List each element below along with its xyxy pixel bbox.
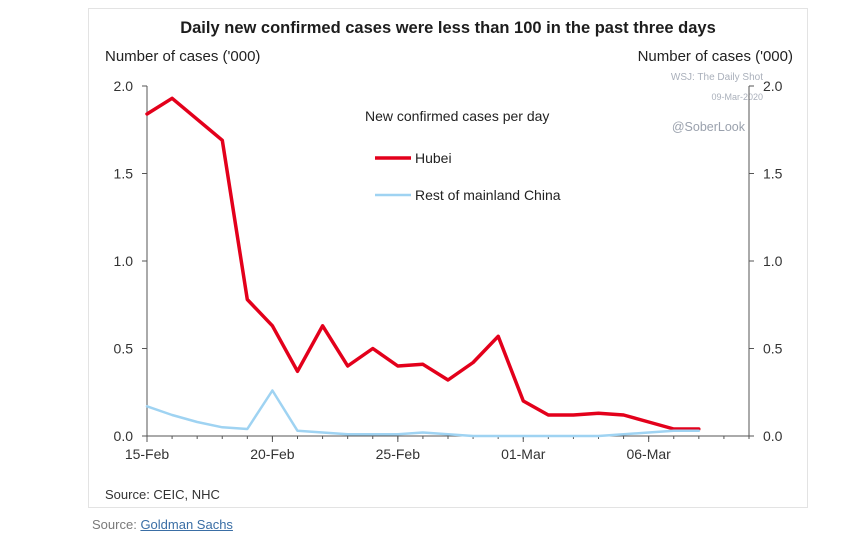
chart-frame: Daily new confirmed cases were less than… bbox=[88, 8, 808, 508]
legend-label-0: Hubei bbox=[415, 150, 452, 166]
y-tick-label-right-0: 0.0 bbox=[763, 428, 783, 444]
y-tick-label-right-2: 1.0 bbox=[763, 253, 783, 269]
legend-title: New confirmed cases per day bbox=[365, 108, 549, 124]
y-tick-label-right-1: 0.5 bbox=[763, 341, 783, 357]
x-tick-label-3: 01-Mar bbox=[501, 446, 546, 462]
y-tick-label-left-1: 0.5 bbox=[114, 341, 134, 357]
chart-source: Source: CEIC, NHC bbox=[105, 487, 220, 502]
y-tick-label-left-2: 1.0 bbox=[114, 253, 134, 269]
x-tick-label-0: 15-Feb bbox=[125, 446, 170, 462]
x-tick-label-4: 06-Mar bbox=[626, 446, 671, 462]
chart-title: Daily new confirmed cases were less than… bbox=[180, 19, 716, 37]
line-chart: 0.0 0.0 0.5 0.5 1.0 1.0 1.5 1.5 2.0 2.0 15-Feb 20-F… bbox=[114, 78, 783, 462]
footer-prefix: Source: bbox=[92, 517, 137, 532]
x-tick-label-2: 25-Feb bbox=[376, 446, 421, 462]
x-tick-label-1: 20-Feb bbox=[250, 446, 295, 462]
page-footer: Source: Goldman Sachs bbox=[92, 517, 233, 532]
y-axis-label-left: Number of cases ('000) bbox=[105, 48, 261, 65]
watermark-line2: 09-Mar-2020 bbox=[711, 92, 763, 102]
series-line-hubei bbox=[145, 96, 701, 431]
y-tick-label-left-4: 2.0 bbox=[114, 78, 134, 94]
watermark-line1: WSJ: The Daily Shot bbox=[670, 72, 763, 83]
footer-source-link[interactable]: Goldman Sachs bbox=[140, 517, 233, 532]
y-tick-label-left-3: 1.5 bbox=[114, 166, 134, 182]
y-axis-label-right: Number of cases ('000) bbox=[637, 48, 793, 65]
legend-label-1: Rest of mainland China bbox=[415, 187, 561, 203]
series-line-rest-of-mainland-china bbox=[145, 389, 701, 438]
y-tick-label-right-3: 1.5 bbox=[763, 166, 783, 182]
watermark-handle: @SoberLook bbox=[671, 120, 745, 134]
y-tick-label-left-0: 0.0 bbox=[114, 428, 134, 444]
y-tick-label-right-4: 2.0 bbox=[763, 78, 783, 94]
